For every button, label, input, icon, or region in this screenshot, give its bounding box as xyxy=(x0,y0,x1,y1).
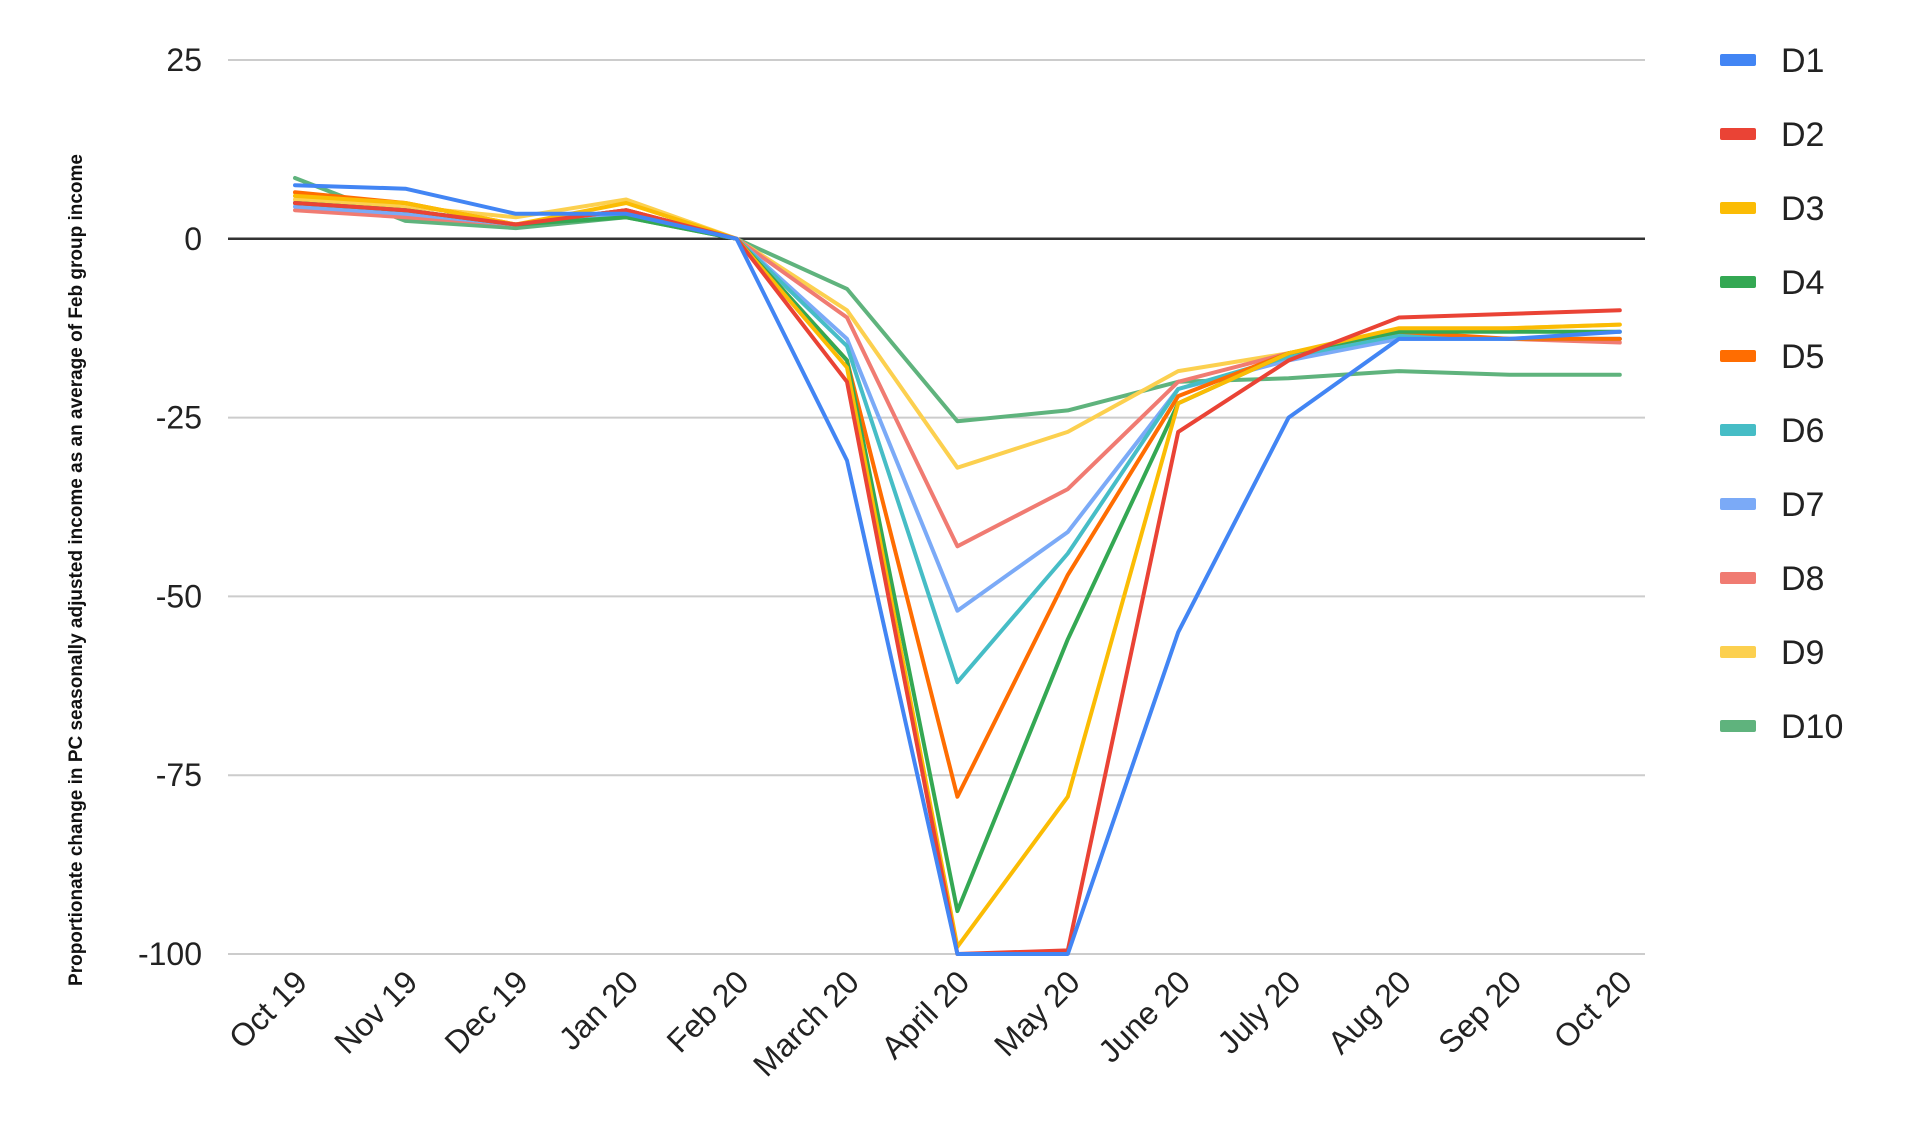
legend-swatch-d9 xyxy=(1720,646,1756,658)
legend-swatch-d6 xyxy=(1720,424,1756,436)
series-line-d1 xyxy=(293,183,1622,956)
x-tick-label: May 20 xyxy=(987,963,1087,1063)
grid-layer xyxy=(228,59,1645,955)
legend-label-d7: D7 xyxy=(1781,486,1824,524)
legend-swatch-d2 xyxy=(1720,128,1756,140)
x-tick-label: Feb 20 xyxy=(660,963,756,1059)
series-line-d7 xyxy=(293,204,1622,613)
legend-label-d3: D3 xyxy=(1781,190,1824,228)
legend-swatch-d7 xyxy=(1720,498,1756,510)
legend-label-d4: D4 xyxy=(1781,264,1824,302)
legend-label-d10: D10 xyxy=(1781,708,1843,746)
y-axis-ticks: 25 0 -25 -50 -75 -100 xyxy=(138,42,202,972)
series-line-d5 xyxy=(293,190,1622,799)
x-tick-label: Aug 20 xyxy=(1321,963,1418,1060)
x-tick-label: June 20 xyxy=(1091,963,1197,1069)
legend-swatch-d10 xyxy=(1720,720,1756,732)
legend-label-d5: D5 xyxy=(1781,338,1824,376)
x-tick-label: Oct 20 xyxy=(1547,963,1639,1055)
y-axis-title: Proportionate change in PC seasonally ad… xyxy=(66,154,87,986)
legend-label-d2: D2 xyxy=(1781,116,1824,154)
series-line-d10 xyxy=(293,176,1622,424)
legend-label-d6: D6 xyxy=(1781,412,1824,450)
y-tick-label: -75 xyxy=(156,757,202,793)
legend-swatch-d4 xyxy=(1720,276,1756,288)
y-tick-label: -50 xyxy=(156,578,202,614)
x-tick-label: July 20 xyxy=(1210,963,1307,1060)
y-tick-label: -25 xyxy=(156,400,202,436)
series-line-d4 xyxy=(293,201,1622,914)
x-tick-label: April 20 xyxy=(874,963,976,1065)
x-tick-label: Oct 19 xyxy=(222,963,314,1055)
series-layer xyxy=(293,176,1622,956)
y-tick-label: -100 xyxy=(138,936,202,972)
series-line-d2 xyxy=(293,201,1622,956)
x-tick-label: Dec 19 xyxy=(438,963,535,1060)
series-line-d3 xyxy=(293,193,1622,949)
y-tick-label: 0 xyxy=(184,221,202,257)
series-line-d8 xyxy=(293,208,1622,549)
x-tick-label: March 20 xyxy=(746,963,866,1083)
legend-label-d8: D8 xyxy=(1781,560,1824,598)
y-tick-label: 25 xyxy=(166,42,202,78)
legend-swatch-d1 xyxy=(1720,54,1756,66)
legend-swatch-d3 xyxy=(1720,202,1756,214)
legend: D1 D2 D3 D4 D5 D6 D7 D8 D9 D10 xyxy=(1720,42,1843,746)
legend-label-d1: D1 xyxy=(1781,42,1824,80)
legend-label-d9: D9 xyxy=(1781,634,1824,672)
legend-swatch-d8 xyxy=(1720,572,1756,584)
legend-swatch-d5 xyxy=(1720,350,1756,362)
x-tick-label: Jan 20 xyxy=(552,963,645,1056)
x-tick-label: Sep 20 xyxy=(1431,963,1528,1060)
x-tick-label: Nov 19 xyxy=(327,963,424,1060)
